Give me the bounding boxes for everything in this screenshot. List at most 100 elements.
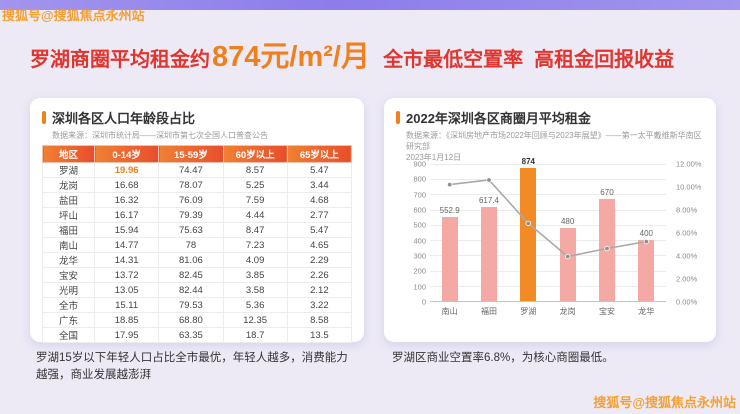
region-cell: 罗湖	[42, 162, 95, 179]
accent-bar-icon	[396, 111, 400, 124]
value-cell: 16.17	[93, 207, 160, 224]
gridline	[430, 179, 666, 181]
value-cell: 5.47	[286, 222, 353, 239]
value-cell: 4.68	[286, 192, 353, 209]
value-cell: 79.53	[158, 297, 224, 314]
value-cell: 78.07	[158, 177, 224, 194]
value-cell: 8.57	[222, 162, 288, 179]
right-axis-tick: 0.00%	[676, 297, 698, 307]
x-axis-label: 龙岗	[559, 307, 576, 316]
left-axis-tick: 0	[421, 297, 426, 307]
bar-slot: 874	[509, 157, 548, 301]
right-axis-tick: 8.00%	[676, 205, 698, 215]
table-row: 坪山 16.17 79.39 4.44 2.77	[42, 207, 353, 224]
value-cell: 82.44	[158, 282, 224, 299]
vacancy-rate-line	[447, 177, 649, 260]
value-cell: 5.36	[222, 297, 288, 314]
x-axis-label: 罗湖	[520, 307, 537, 316]
table-row: 广东 18.85 68.80 12.35 8.58	[42, 312, 353, 329]
right-axis-tick: 4.00%	[676, 251, 698, 261]
gridline	[430, 209, 666, 211]
region-cell: 全国	[42, 327, 95, 344]
population-card-title-text: 深圳各区人口年龄段占比	[52, 111, 196, 126]
value-cell: 17.95	[93, 327, 160, 344]
column-header: 15-59岁	[158, 145, 224, 164]
gridline	[430, 224, 666, 226]
bar-slot: 480	[548, 164, 587, 301]
value-cell: 81.06	[158, 252, 224, 269]
value-cell: 18.7	[222, 327, 288, 344]
watermark-bottom: 搜狐号@搜狐焦点永州站	[593, 395, 736, 410]
bars-container: 552.9 617.4 874 480 670 400	[430, 157, 666, 301]
region-cell: 坪山	[42, 207, 95, 224]
value-cell: 7.59	[222, 192, 288, 209]
value-cell: 14.31	[93, 252, 160, 269]
rent-card-title-text: 2022年深圳各区商圈月平均租金	[406, 111, 591, 126]
top-gradient-banner	[0, 0, 740, 10]
table-row: 福田 15.94 75.63 8.47 5.47	[42, 222, 353, 239]
region-cell: 光明	[42, 282, 95, 299]
region-cell: 福田	[42, 222, 95, 239]
x-axis: 南山 福田 罗湖 龙岗 宝安 龙华	[430, 306, 666, 318]
population-note: 罗湖15岁以下年轻人口占比全市最优，年轻人越多，消费能力越强，商业发展越澎湃	[36, 352, 348, 382]
value-cell: 79.39	[158, 207, 224, 224]
value-cell: 7.23	[222, 237, 288, 254]
bar-value-label: 670	[600, 188, 614, 198]
rent-bar	[638, 240, 655, 301]
left-axis-tick: 200	[413, 266, 426, 276]
rent-card: 2022年深圳各区商圈月平均租金 数据来源：《深圳房地产市场2022年回顾与20…	[384, 98, 716, 342]
value-cell: 76.09	[158, 192, 224, 209]
population-card-title: 深圳各区人口年龄段占比	[42, 108, 352, 127]
value-cell: 15.11	[93, 297, 160, 314]
accent-bar-icon	[42, 111, 46, 124]
rent-bar	[441, 216, 458, 301]
left-axis: 0 100 200 300 400 500 600 700 800 900	[390, 160, 426, 307]
value-cell: 3.44	[286, 177, 353, 194]
column-header: 地区	[42, 145, 95, 164]
value-cell: 13.72	[93, 267, 160, 284]
table-row: 龙华 14.31 81.06 4.09 2.29	[42, 252, 353, 269]
column-header: 0-14岁	[93, 145, 160, 164]
value-cell: 4.65	[286, 237, 353, 254]
x-axis-label: 宝安	[598, 307, 615, 316]
population-source: 数据来源：深圳市统计局——深圳市第七次全国人口普查公告	[52, 131, 268, 140]
x-axis-label: 福田	[480, 307, 497, 316]
value-cell: 8.58	[286, 312, 353, 329]
value-cell: 3.22	[286, 297, 353, 314]
bar-slot: 617.4	[469, 164, 508, 301]
page-title: 罗湖商圈平均租金约 874元/m²/月 全市最低空置率 高租金回报收益	[30, 33, 674, 75]
right-axis-tick: 6.00%	[676, 228, 698, 238]
bar-value-label: 480	[560, 216, 575, 226]
title-suffix: 全市最低空置率 高租金回报收益	[371, 49, 675, 71]
value-cell: 16.32	[93, 192, 160, 209]
watermark-top: 搜狐号@搜狐焦点永州站	[2, 8, 145, 23]
bar-value-label: 400	[639, 229, 653, 239]
value-cell: 2.26	[286, 267, 353, 284]
title-rent-highlight: 874元/m²/月	[212, 41, 370, 73]
vacancy-note: 罗湖区商业空置率6.8%，为核心商圈最低。	[392, 352, 614, 364]
column-header: 60岁以上	[222, 145, 288, 164]
region-cell: 龙华	[42, 252, 95, 269]
table-row: 光明 13.05 82.44 3.58 2.12	[42, 282, 353, 299]
region-cell: 南山	[42, 237, 95, 254]
title-prefix: 罗湖商圈平均租金约	[30, 49, 210, 71]
left-axis-tick: 300	[413, 251, 426, 261]
region-cell: 龙岗	[42, 177, 95, 194]
rent-chart-plot: 552.9 617.4 874 480 670 400	[430, 157, 666, 302]
rent-bar	[559, 227, 576, 301]
gridline	[430, 285, 666, 287]
population-card: 深圳各区人口年龄段占比 数据来源：深圳市统计局——深圳市第七次全国人口普查公告 …	[30, 98, 364, 344]
value-cell: 12.35	[222, 312, 288, 329]
x-axis-label: 南山	[441, 307, 458, 316]
right-axis-tick: 2.00%	[676, 274, 698, 284]
value-cell: 63.35	[158, 327, 224, 344]
gridline	[430, 255, 666, 257]
value-cell: 68.80	[158, 312, 224, 329]
left-axis-tick: 700	[413, 190, 426, 200]
table-header-row: 地区 0-14岁 15-59岁 60岁以上 65岁以上	[42, 145, 353, 164]
value-cell: 3.58	[222, 282, 288, 299]
value-cell: 82.45	[158, 267, 224, 284]
value-cell: 8.47	[222, 222, 288, 239]
table-row: 南山 14.77 78 7.23 4.65	[42, 237, 353, 254]
